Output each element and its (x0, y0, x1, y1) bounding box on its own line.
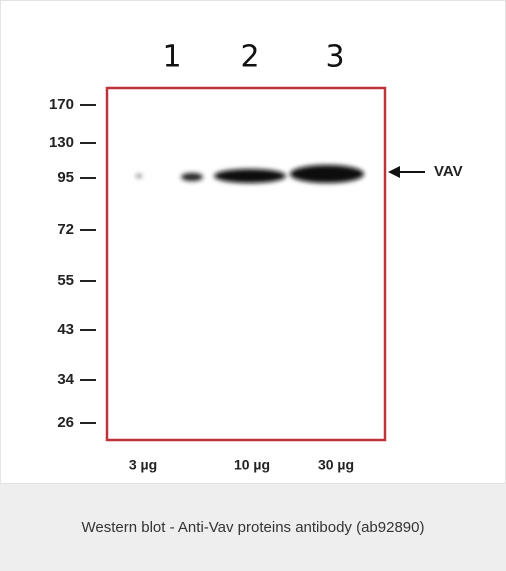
lane-label: 2 (240, 40, 259, 75)
band (136, 174, 142, 178)
band-label: VAV (434, 163, 463, 180)
loading-label: 10 µg (234, 457, 270, 473)
band (181, 173, 203, 181)
caption: Western blot - Anti-Vav proteins antibod… (0, 484, 506, 571)
mw-label: 34 (57, 371, 74, 388)
lane-label: 3 (325, 40, 344, 75)
band (290, 165, 364, 183)
mw-label: 170 (49, 96, 74, 113)
loading-label: 30 µg (318, 457, 354, 473)
lane-label: 1 (162, 40, 181, 75)
mw-label: 95 (57, 169, 74, 186)
band (214, 169, 286, 183)
mw-label: 55 (57, 272, 74, 289)
membrane (107, 88, 385, 440)
mw-label: 130 (49, 134, 74, 151)
loading-label: 3 µg (129, 457, 157, 473)
mw-label: 26 (57, 414, 74, 431)
mw-label: 43 (57, 321, 74, 338)
mw-label: 72 (57, 221, 74, 238)
figure-card: 1 2 3 170 130 95 72 55 43 34 26 VAV 3 µg… (0, 0, 506, 571)
blot-figure: 1 2 3 170 130 95 72 55 43 34 26 VAV 3 µg… (0, 0, 506, 484)
